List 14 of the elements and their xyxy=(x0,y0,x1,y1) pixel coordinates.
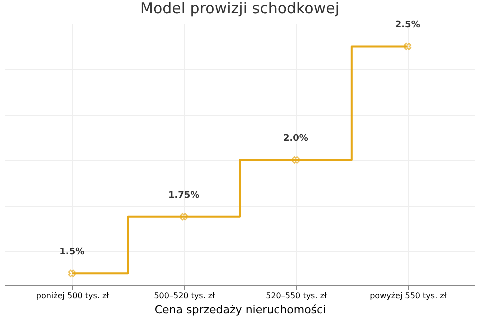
data-label: 1.5% xyxy=(60,248,85,258)
x-tick-label: powyżej 550 tys. zł xyxy=(370,292,448,300)
x-tick-label: poniżej 500 tys. zł xyxy=(36,292,110,300)
data-label: 2.0% xyxy=(283,134,308,144)
point xyxy=(68,270,76,278)
point xyxy=(404,42,412,50)
data-label: 1.75% xyxy=(168,190,200,201)
point xyxy=(292,156,300,164)
x-tick-label: 500–520 tys. zł xyxy=(154,292,216,300)
x-axis-title: Cena sprzedaży nieruchomości xyxy=(154,304,326,316)
point xyxy=(180,213,188,221)
data-label: 2.5% xyxy=(395,20,420,31)
chart-title: Model prowizji schodkowej xyxy=(140,0,340,18)
x-tick-label: 520–550 tys. zł xyxy=(266,292,328,300)
